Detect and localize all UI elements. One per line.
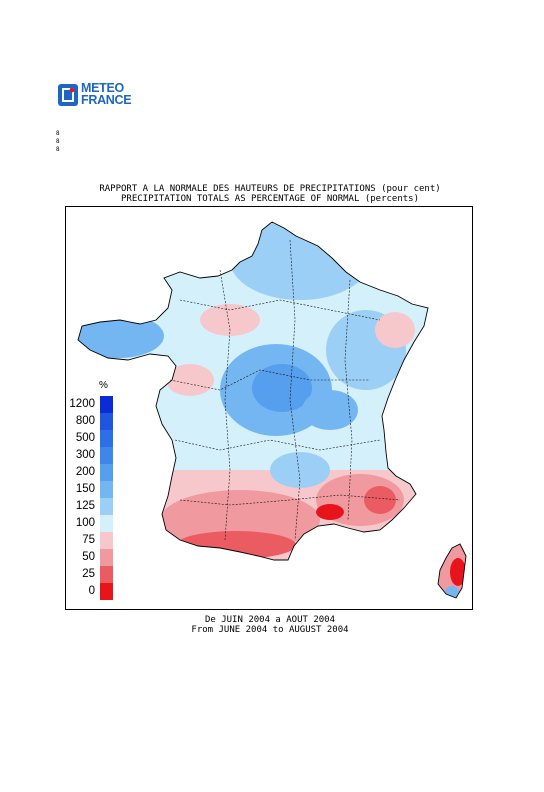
side-mark: 8 xyxy=(56,138,60,145)
zone-brittany-wet xyxy=(78,314,164,358)
title-english: PRECIPITATION TOTALS AS PERCENTAGE OF NO… xyxy=(120,194,419,204)
corsica-coastline xyxy=(437,543,467,599)
legend-label: 75 xyxy=(82,534,95,546)
legend-row: 25 xyxy=(62,566,122,583)
logo-line-1: METEO xyxy=(81,81,124,95)
map-frame xyxy=(65,206,473,610)
map-title: RAPPORT A LA NORMALE DES HAUTEURS DE PRE… xyxy=(70,184,470,204)
zone-coast-driest xyxy=(316,504,344,520)
legend-row: 50 xyxy=(62,549,122,566)
legend-swatch xyxy=(100,396,113,413)
zone-burgundy-wet xyxy=(302,390,358,430)
legend-row: 800 xyxy=(62,413,122,430)
meteo-france-logo: METEO FRANCE xyxy=(58,82,142,108)
legend-row: 75 xyxy=(62,532,122,549)
legend-label: 150 xyxy=(75,483,95,495)
legend-row: 100 xyxy=(62,515,122,532)
legend-swatch xyxy=(100,413,113,430)
legend-row: 1200 xyxy=(62,396,122,413)
legend-swatch xyxy=(100,481,113,498)
legend-row: 300 xyxy=(62,447,122,464)
meteo-france-emblem-icon xyxy=(58,84,78,106)
legend-label: 300 xyxy=(75,449,95,461)
legend-label: 50 xyxy=(82,551,95,563)
legend-label: 0 xyxy=(88,585,95,597)
legend-swatch xyxy=(100,430,113,447)
legend-swatch xyxy=(100,583,113,600)
legend-swatch xyxy=(100,447,113,464)
period-english: From JUNE 2004 to AUGUST 2004 xyxy=(191,625,349,635)
zone-massif-wet xyxy=(270,452,330,488)
legend: % 1200 800 500 300 200 150 125 100 75 50 25 0 xyxy=(62,380,122,600)
zone-north-wet xyxy=(230,222,370,300)
zone-provence-dry xyxy=(364,486,396,514)
zone-center-core xyxy=(252,364,312,412)
zone-normandy-dry xyxy=(200,304,260,336)
legend-label: 100 xyxy=(75,517,95,529)
legend-label: 125 xyxy=(75,500,95,512)
legend-label: 800 xyxy=(75,415,95,427)
department-boundaries xyxy=(169,239,401,541)
legend-unit: % xyxy=(99,380,108,391)
title-french: RAPPORT A LA NORMALE DES HAUTEURS DE PRE… xyxy=(99,184,441,194)
legend-label: 1200 xyxy=(69,398,95,410)
period-caption: De JUIN 2004 a AOUT 2004 From JUNE 2004 … xyxy=(70,615,470,635)
period-french: De JUIN 2004 a AOUT 2004 xyxy=(204,615,336,625)
legend-row: 150 xyxy=(62,481,122,498)
legend-swatch xyxy=(100,515,113,532)
legend-row: 500 xyxy=(62,430,122,447)
legend-swatch xyxy=(100,498,113,515)
france-coastline xyxy=(77,221,429,561)
zone-loire-dry xyxy=(166,364,214,396)
legend-row: 0 xyxy=(62,583,122,600)
side-mark: 8 xyxy=(56,146,60,153)
legend-row: 125 xyxy=(62,498,122,515)
logo-line-2: FRANCE xyxy=(81,93,132,107)
legend-label: 500 xyxy=(75,432,95,444)
legend-label: 200 xyxy=(75,466,95,478)
legend-label: 25 xyxy=(82,568,95,580)
legend-swatch xyxy=(100,464,113,481)
legend-row: 200 xyxy=(62,464,122,481)
legend-swatch xyxy=(100,566,113,583)
legend-swatch xyxy=(100,549,113,566)
legend-swatch xyxy=(100,532,113,549)
side-marks: 8 8 8 xyxy=(56,130,62,154)
zone-alsace-dry xyxy=(375,312,415,348)
side-mark: 8 xyxy=(56,130,60,137)
